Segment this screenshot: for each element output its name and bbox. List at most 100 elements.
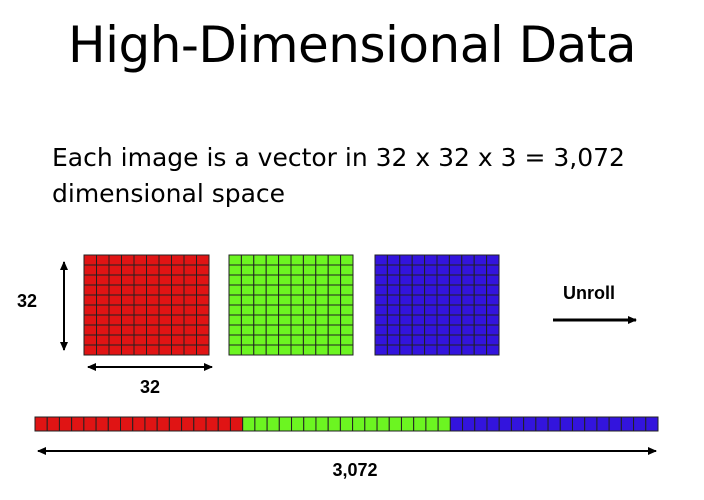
red-grid-cell: [83, 314, 97, 326]
red-grid-cell: [158, 304, 172, 316]
blue-grid-cell: [411, 314, 426, 326]
red-grid-cell: [183, 294, 197, 306]
blue-grid-cell: [386, 254, 401, 266]
green-grid-cell: [253, 344, 267, 356]
unrolled-vector-strip: [34, 416, 659, 432]
blue-grid-cell: [386, 324, 401, 336]
green-strip-cell: [291, 416, 305, 432]
blue-strip-cell: [584, 416, 598, 432]
green-grid-cell: [240, 264, 255, 276]
red-grid-cell: [108, 274, 122, 286]
red-strip-cell: [83, 416, 97, 432]
blue-strip-cell: [535, 416, 549, 432]
green-grid-cell: [228, 334, 242, 346]
red-strip-cell: [205, 416, 219, 432]
green-grid-cell: [240, 284, 255, 296]
red-grid-cell: [133, 304, 147, 316]
red-grid-cell: [171, 294, 185, 306]
red-grid-cell: [183, 314, 197, 326]
green-grid-cell: [265, 314, 280, 326]
red-strip-cell: [168, 416, 183, 432]
red-grid-cell: [183, 344, 197, 356]
green-grid-cell: [340, 344, 354, 356]
blue-grid-cell: [473, 324, 488, 336]
blue-grid-cell: [386, 274, 401, 286]
red-grid-cell: [171, 304, 185, 316]
red-grid-cell: [158, 324, 172, 336]
red-strip-cell: [181, 416, 195, 432]
red-grid-cell: [146, 284, 160, 296]
blue-strip-cell: [596, 416, 610, 432]
green-grid-cell: [315, 264, 329, 276]
red-grid-cell: [171, 274, 185, 286]
blue-grid-cell: [424, 324, 438, 336]
blue-strip-cell: [645, 416, 659, 432]
red-grid-cell: [196, 334, 210, 346]
green-strip-cell: [278, 416, 293, 432]
blue-grid-cell: [473, 284, 488, 296]
red-grid-cell: [196, 304, 210, 316]
green-grid-cell: [302, 344, 317, 356]
green-grid-cell: [302, 334, 317, 346]
blue-grid-cell: [399, 324, 413, 336]
red-grid-cell: [196, 264, 210, 276]
blue-strip-cell: [498, 416, 512, 432]
red-grid-cell: [196, 344, 210, 356]
red-grid-cell: [171, 344, 185, 356]
green-grid-cell: [302, 284, 317, 296]
green-grid-cell: [240, 274, 255, 286]
blue-grid-cell: [448, 314, 463, 326]
blue-grid-cell: [436, 304, 450, 316]
blue-strip-cell: [559, 416, 573, 432]
blue-grid-cell: [424, 284, 438, 296]
green-grid-cell: [265, 284, 280, 296]
blue-grid-cell: [399, 254, 413, 266]
red-grid-cell: [121, 334, 135, 346]
blue-grid-cell: [386, 314, 401, 326]
red-grid-cell: [83, 304, 97, 316]
blue-grid-cell: [386, 304, 401, 316]
red-grid-cell: [146, 274, 160, 286]
green-grid-cell: [290, 294, 304, 306]
green-grid-cell: [327, 334, 342, 346]
red-grid-cell: [83, 284, 97, 296]
green-grid-cell: [290, 344, 304, 356]
green-grid-cell: [340, 314, 354, 326]
blue-strip-cell: [510, 416, 525, 432]
red-grid-cell: [146, 314, 160, 326]
blue-grid-cell: [399, 264, 413, 276]
green-grid-cell: [302, 264, 317, 276]
green-strip-cell: [425, 416, 439, 432]
blue-grid-cell: [424, 264, 438, 276]
blue-grid-cell: [411, 344, 426, 356]
green-grid-cell: [340, 284, 354, 296]
blue-grid-cell: [424, 294, 438, 306]
blue-grid-cell: [424, 344, 438, 356]
green-grid-cell: [340, 334, 354, 346]
green-strip-cell: [413, 416, 427, 432]
green-grid-cell: [253, 264, 267, 276]
red-grid-cell: [133, 254, 147, 266]
green-grid-cell: [265, 334, 280, 346]
red-grid-cell: [133, 334, 147, 346]
red-strip-cell: [95, 416, 109, 432]
green-grid-cell: [327, 344, 342, 356]
blue-grid-cell: [399, 294, 413, 306]
blue-grid-cell: [411, 264, 426, 276]
green-grid-cell: [302, 324, 317, 336]
red-grid-cell: [121, 264, 135, 276]
red-grid-cell: [108, 314, 122, 326]
blue-grid-cell: [399, 334, 413, 346]
red-grid-cell: [196, 284, 210, 296]
red-grid-cell: [158, 254, 172, 266]
blue-grid-cell: [411, 294, 426, 306]
red-grid-cell: [96, 264, 110, 276]
red-grid-cell: [121, 254, 135, 266]
blue-grid-cell: [448, 304, 463, 316]
green-grid-cell: [265, 344, 280, 356]
blue-grid-cell: [374, 254, 388, 266]
red-grid-cell: [83, 334, 97, 346]
blue-grid-cell: [486, 324, 500, 336]
red-strip-cell: [193, 416, 207, 432]
red-strip-cell: [120, 416, 134, 432]
